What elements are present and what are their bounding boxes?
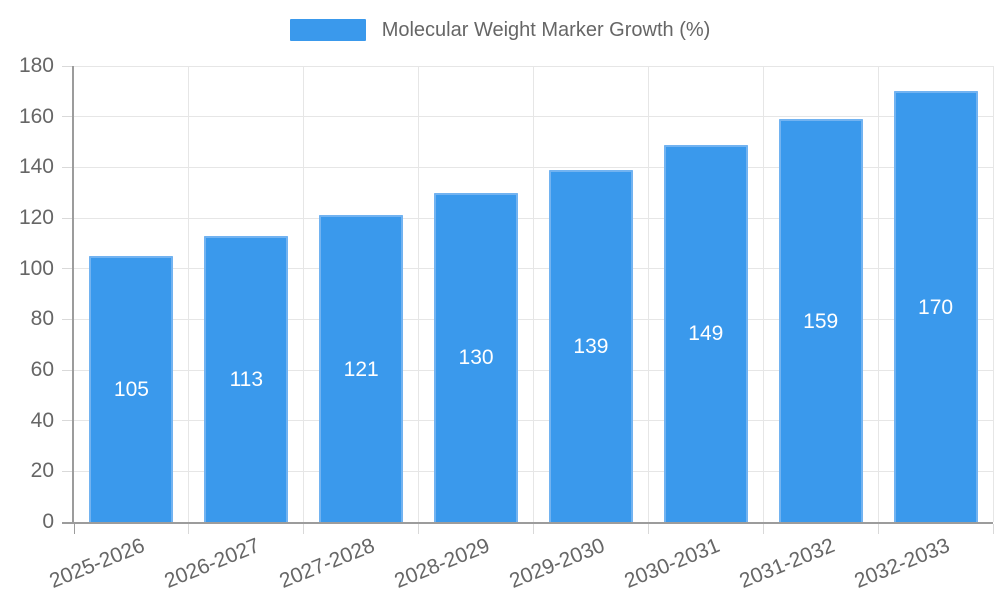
bar[interactable]: 170 [893,91,978,522]
y-tick [62,420,72,422]
x-tick-label: 2032-2033 [850,533,953,593]
y-tick-label: 80 [30,307,54,331]
bar-value-label: 105 [113,378,149,401]
x-tick [533,524,534,534]
bar[interactable]: 159 [778,119,863,522]
x-tick-label: 2029-2030 [506,533,608,593]
x-gridline [418,66,420,522]
y-tick-label: 20 [30,459,54,483]
bar-value-label: 139 [573,334,609,358]
x-gridline [303,66,305,522]
x-tick [877,524,879,534]
x-tick-label: 2028-2029 [391,533,494,593]
x-tick [762,524,764,534]
x-gridline [992,66,994,522]
legend-label: Molecular Weight Marker Growth (%) [381,19,711,41]
x-gridline [877,66,879,522]
y-axis-line [72,66,74,522]
y-tick-label: 120 [18,206,54,229]
bar-value-label: 170 [918,295,954,319]
y-tick-label: 100 [18,256,54,280]
bar[interactable]: 130 [434,192,519,522]
x-gridline [647,66,649,522]
x-tick-label: 2025-2026 [46,533,149,593]
y-tick-label: 180 [18,54,54,77]
y-tick [62,268,72,270]
y-tick [62,166,72,168]
y-tick [62,470,72,472]
bar-value-label: 113 [229,367,264,391]
y-tick [62,217,72,219]
x-tick-label: 2031-2032 [735,533,838,593]
y-tick-label: 40 [30,408,54,432]
bar[interactable]: 149 [663,144,748,522]
bar[interactable]: 113 [204,235,289,522]
x-tick [418,524,420,534]
y-tick-label: 140 [18,155,54,179]
chart-legend[interactable]: Molecular Weight Marker Growth (%) [0,16,1000,44]
bar[interactable]: 139 [548,169,633,522]
y-tick-label: 0 [42,510,54,533]
y-tick [62,369,72,371]
bar-value-label: 159 [803,309,839,333]
x-tick [992,524,994,534]
x-tick-label: 2026-2027 [161,533,264,593]
bar-value-label: 149 [688,322,724,346]
x-tick [303,524,305,534]
bar[interactable]: 121 [319,215,404,522]
x-gridline [762,66,764,522]
x-tick-label: 2027-2028 [276,533,379,593]
y-tick-label: 160 [18,104,54,128]
x-axis-line [62,522,993,524]
plot-area: 0 20 40 60 80 100 120 140 160 180 105 2025-2026 113 2… [19,54,994,593]
y-tick [62,116,72,118]
y-tick [62,65,72,67]
y-tick-label: 60 [30,358,54,381]
x-tick [73,524,75,534]
x-tick [188,524,190,534]
y-tick [62,318,72,320]
bar-value-label: 121 [343,357,379,381]
x-tick-label: 2030-2031 [621,533,723,593]
x-gridline [188,66,190,522]
x-tick [647,524,649,534]
bar[interactable]: 105 [89,256,174,522]
x-gridline [533,66,534,522]
bar-value-label: 130 [458,346,494,370]
legend-swatch-icon [289,19,366,41]
